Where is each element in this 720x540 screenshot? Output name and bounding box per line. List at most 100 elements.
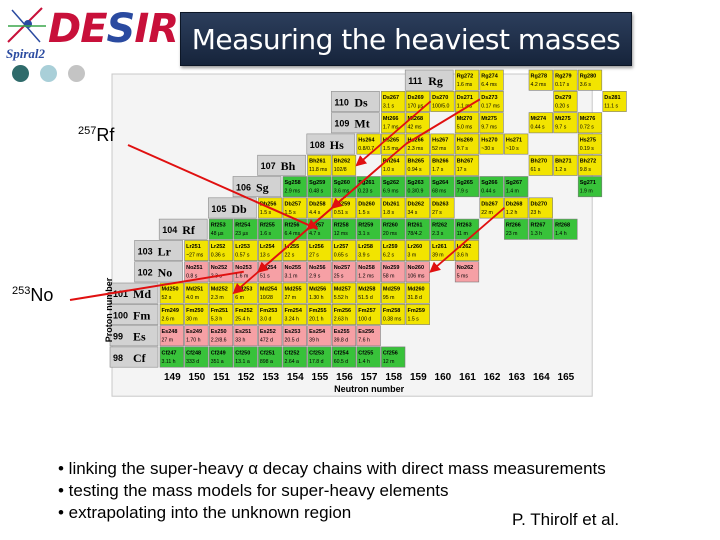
nuclide-name: Db256 [260,201,277,207]
nuclide-halflife: 2.64 a [285,359,300,365]
nuclide-halflife: 13 s [260,252,270,258]
nuclide-name: Lr262 [457,244,472,250]
element-header [109,325,159,347]
nuclide-name: Cf249 [211,350,226,356]
nuclide-name: Md257 [334,287,351,293]
nuclide-cell [454,91,480,112]
nuclide-cell [577,69,603,91]
nuclide-name: Bh265 [408,159,425,165]
nuclide-name: No255 [285,265,302,271]
nuclide-name: Cf256 [383,350,398,356]
nuclide-halflife: 48 µs [211,231,224,237]
logo-dot-1 [12,65,29,82]
nuclide-cell [602,91,627,112]
nuclide-halflife: 2.3 m [211,295,224,301]
nuclide-cell [528,218,553,240]
nuclide-name: Lr260 [408,244,423,250]
nuclide-halflife: 30 m [186,316,198,322]
nuclide-halflife: 22 s [285,252,295,258]
nuclide-halflife: ~10 s [506,146,519,152]
nuclide-name: Sg267 [506,180,522,186]
nuclide-cell [307,346,332,368]
nuclide-halflife: 2.3 ms [408,146,424,152]
nuclide-cell [233,240,258,261]
element-symbol: Md [133,287,151,301]
nuclide-halflife: 39 m [432,252,444,258]
nuclide-halflife: 1.6 m [235,274,248,280]
nuclide-cell [430,133,455,155]
nuclide-halflife: 2.9 s [309,274,321,280]
neutron-tick-label: 165 [558,372,575,383]
nuclide-halflife: 333 d [186,359,199,365]
nuclide-name: Rg274 [481,74,498,80]
nuclide-cell [233,218,258,240]
nuclide-halflife: 51 s [260,274,270,280]
nuclide-name: Hs266 [408,137,424,143]
proton-number-label: 107 [261,161,276,171]
nuclide-cell [381,346,406,368]
author-credit: P. Thirolf et al. [512,510,620,529]
y-axis-label: Proton number [104,277,114,342]
nuclide-name: Bh271 [555,159,572,165]
nuclide-name: Fm250 [186,308,203,314]
nuclide-cell [331,325,357,347]
nuclide-cell [405,240,430,261]
nuclide-halflife: 1.7 ms [383,125,399,131]
proton-number-label: 106 [236,183,251,193]
nuclide-halflife: 5.3 h [211,316,223,322]
bullet-item: • testing the mass models for super-heav… [58,481,449,500]
proton-number-label: 105 [211,204,226,214]
nuclide-halflife: 0.38 ms [383,316,402,322]
nuclide-name: Bh264 [383,159,400,165]
nuclide-name: Lr259 [383,244,398,250]
nuclide-halflife: 0.57 s [235,252,250,258]
nuclide-name: Hs265 [383,137,399,143]
nuclide-name: Rf268 [555,223,570,229]
nuclide-cell [553,91,578,112]
nuclide-halflife: 1.4 h [555,231,567,237]
nuclide-halflife: 27 m [285,295,297,301]
proton-number-label: 103 [138,246,153,256]
neutron-tick-label: 154 [287,372,304,383]
nuclide-cell [159,346,184,368]
element-symbol: Db [231,202,247,216]
element-header [232,176,282,198]
nuclide-name: Bh261 [309,159,326,165]
nuclide-halflife: 6 m [235,295,244,301]
nuclide-halflife: 1.3 h [531,231,543,237]
nuclide-halflife: 11.8 ms [309,167,327,173]
nuclide-halflife: 5.52 h [334,295,349,301]
element-header [331,112,380,134]
nuclide-name: Bh262 [334,159,351,165]
nuclide-cell [405,282,430,304]
nuclide-halflife: 95 m [383,295,395,301]
nuclide-name: Sg271 [580,180,596,186]
nuclide-halflife: 3.11 h [162,359,176,365]
nuclide-halflife: 25 s [334,274,344,280]
nuclide-halflife: 3.6 s [580,82,592,88]
nuclide-cell [307,325,332,347]
nuclide-cell [258,218,283,240]
element-header [306,133,356,155]
nuclide-name: Mt268 [408,116,424,122]
nuclide-halflife: 0.72 s [580,125,595,131]
element-header [158,218,208,240]
nuclide-halflife: 2.9 ms [285,189,301,195]
nuclide-name: Sg264 [432,180,449,186]
nuclide-cell [331,240,357,261]
nuclide-name: Md259 [383,287,400,293]
nuclide-name: Lr261 [432,244,447,250]
nuclide-name: Fm258 [383,308,400,314]
nuclide-cell [356,218,381,240]
slide-title: Measuring the heaviest masses [191,23,621,56]
nuclide-halflife: 0.3/0.9 [408,189,424,195]
nuclide-cell [331,346,357,368]
element-symbol: Rf [182,223,196,237]
neutron-tick-label: 152 [238,372,255,383]
neutron-tick-label: 162 [484,372,501,383]
nuclide-halflife: 0.36 s [211,252,226,258]
nuclide-cell [479,133,504,155]
nuclide-halflife: 31.8 d [408,295,423,301]
nuclide-cell [405,197,430,219]
logo-wordmark: DESIR [48,6,179,52]
